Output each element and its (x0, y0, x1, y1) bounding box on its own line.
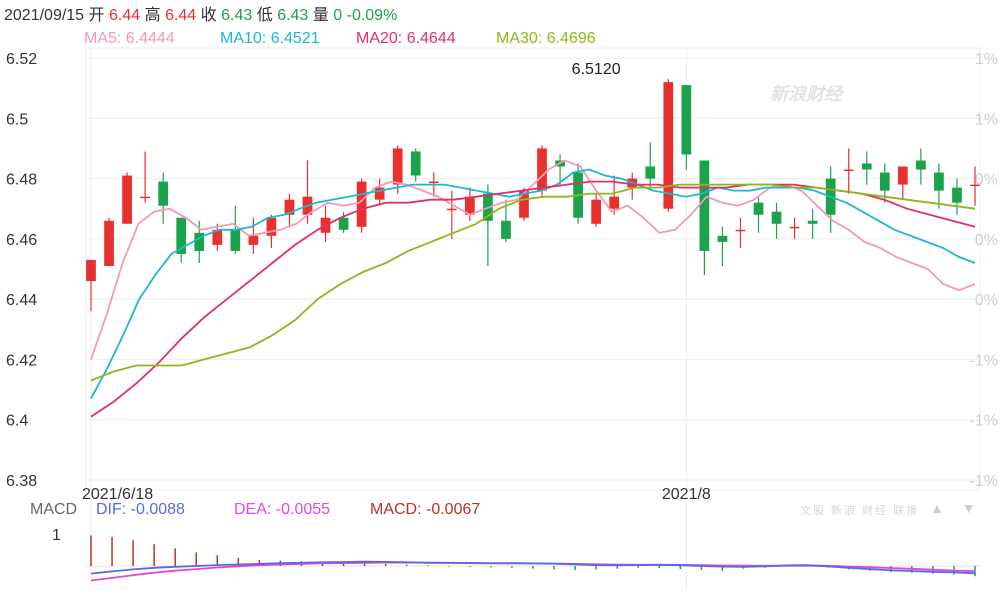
watermark-sub: 文股 新浪 财经 联播 (800, 505, 920, 517)
quote-header: 2021/09/15 开 6.44 高 6.44 收 6.43 低 6.43 量… (4, 4, 397, 28)
candle-body (717, 235, 728, 242)
candle-body (158, 181, 169, 206)
y-tick-label: 6.44 (6, 292, 37, 309)
candle-body (591, 199, 602, 224)
candle-body (843, 169, 854, 172)
ma10-legend: MA10: 6.4521 (220, 30, 320, 47)
candle-body (104, 220, 114, 266)
ma20-legend: MA20: 6.4644 (356, 30, 456, 47)
right-tick-label: 1% (975, 51, 998, 68)
candle-body (771, 211, 782, 224)
plot-frame (85, 47, 981, 491)
low-value: 6.43 (277, 7, 309, 24)
candle-body (879, 172, 890, 191)
y-tick-label: 6.46 (6, 232, 37, 249)
high-label: 高 (144, 7, 161, 24)
y-tick-label: 6.52 (6, 51, 37, 68)
candle-body (248, 235, 259, 245)
candle-body (735, 229, 746, 232)
ma-line-ma30 (90, 183, 976, 382)
macd-title: MACD (30, 501, 78, 518)
scroll-down-icon[interactable]: ▼ (962, 500, 976, 516)
right-tick-label: -1% (970, 352, 998, 369)
candle-body (952, 187, 962, 203)
dif-legend: DIF: -0.0088 (96, 501, 185, 518)
candle-body (519, 190, 529, 218)
candle-body (861, 163, 872, 170)
candle-body (807, 220, 818, 224)
ma-line-ma10 (90, 168, 976, 400)
candle-body (916, 160, 926, 170)
candle-body (428, 181, 439, 184)
ma5-legend: MA5: 6.4444 (84, 30, 175, 47)
candle-body (284, 199, 295, 215)
right-tick-label: 1% (975, 111, 998, 128)
candle-body (789, 226, 800, 229)
candle-body (753, 202, 764, 215)
right-tick-label: 0% (975, 232, 998, 249)
candle-body (194, 232, 205, 251)
macd-y-tick: 1 (52, 527, 61, 544)
sina-watermark: 新浪财经 (770, 84, 842, 104)
y-tick-label: 6.38 (6, 473, 37, 490)
candle-body (140, 196, 150, 199)
candle-body (970, 184, 980, 187)
scroll-up-icon[interactable]: ▲ (930, 500, 944, 516)
candle-body (663, 82, 674, 209)
candle-body (501, 220, 511, 239)
volume-label: 量 (312, 7, 329, 24)
high-value: 6.44 (165, 7, 197, 24)
candle-body (681, 85, 692, 155)
x-tick-label: 2021/8 (662, 486, 711, 503)
candle-body (266, 217, 277, 236)
right-tick-label: -1% (970, 413, 998, 430)
y-tick-label: 6.48 (6, 172, 37, 189)
candle-body (212, 229, 223, 245)
y-tick-label: 6.5 (6, 111, 28, 128)
change-percent: -0.09% (346, 7, 398, 24)
right-tick-label: 0% (975, 292, 998, 309)
y-tick-label: 6.4 (6, 413, 28, 430)
candle-body (464, 196, 475, 215)
y-tick-label: 6.42 (6, 352, 37, 369)
ma-line-ma5 (90, 159, 976, 360)
right-tick-label: 0% (975, 172, 998, 189)
candle-body (446, 208, 457, 211)
candle-body (86, 259, 96, 282)
candle-body (122, 175, 132, 224)
candle-body (537, 148, 547, 191)
volume-value: 0 (333, 7, 343, 24)
close-value: 6.43 (221, 7, 253, 24)
candle-body (374, 187, 385, 200)
candle-body (699, 160, 710, 251)
right-tick-label: -1% (970, 473, 998, 490)
candle-body (645, 166, 656, 179)
ma30-legend: MA30: 6.4696 (496, 30, 596, 47)
candle-body (230, 229, 241, 251)
candle-body (897, 166, 908, 185)
low-label: 低 (256, 7, 273, 24)
candle-body (176, 217, 187, 254)
dea-legend: DEA: -0.0055 (234, 501, 331, 518)
candle-body (609, 196, 620, 209)
close-label: 收 (200, 7, 217, 24)
dif-line (90, 560, 976, 575)
candle-body (356, 181, 367, 227)
open-label: 开 (88, 7, 105, 24)
candle-body (392, 148, 403, 185)
candle-body (410, 151, 421, 176)
quote-date: 2021/09/15 (4, 7, 85, 24)
candle-body (338, 217, 349, 230)
candle-body (934, 172, 944, 191)
x-tick-label: 2021/6/18 (82, 486, 153, 503)
open-value: 6.44 (109, 7, 141, 24)
macd-legend: MACD: -0.0067 (370, 501, 481, 518)
price-annotation: 6.5120 (572, 61, 621, 78)
